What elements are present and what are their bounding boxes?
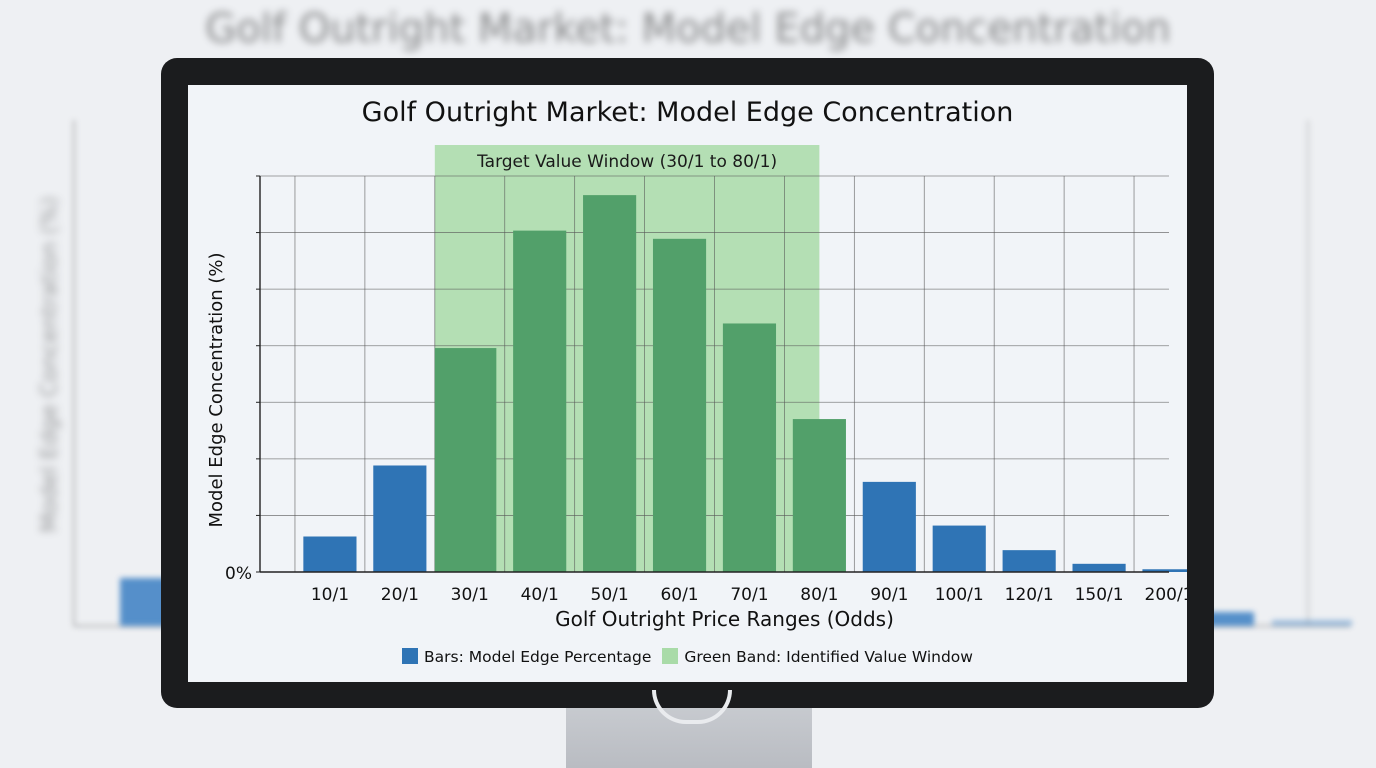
bar (722, 323, 777, 572)
x-axis-label: Golf Outright Price Ranges (Odds) (555, 607, 894, 631)
bar (513, 230, 567, 572)
legend-item-band: Green Band: Identified Value Window (662, 648, 973, 666)
x-tick-label: 20/1 (381, 585, 419, 605)
chart-plot: Target Value Window (30/1 to 80/1) 10/1 20… (206, 145, 1188, 631)
x-tick-label: 120/1 (1005, 585, 1054, 605)
bar (932, 525, 986, 572)
bar (792, 419, 846, 572)
legend-swatch-bars (402, 648, 419, 664)
chart-title: Golf Outright Market: Model Edge Concent… (361, 97, 1014, 128)
backdrop-bar (120, 578, 168, 626)
x-tick-label: 10/1 (311, 585, 349, 605)
x-tick-label: 80/1 (800, 585, 838, 605)
y-tick-label: 0% (225, 564, 252, 584)
x-tick-label: 30/1 (451, 585, 489, 605)
value-window-label: Target Value Window (30/1 to 80/1) (476, 152, 777, 172)
backdrop-y-axis-label: Model Edge Concentration (%) (37, 196, 63, 533)
x-tick-label: 100/1 (935, 585, 984, 605)
x-tick-label: 50/1 (591, 585, 629, 605)
legend-item-bars: Bars: Model Edge Percentage (402, 648, 651, 666)
x-tick-label: 90/1 (870, 585, 908, 605)
bar (652, 238, 707, 573)
legend-label-band: Green Band: Identified Value Window (684, 648, 973, 666)
legend-label-bars: Bars: Model Edge Percentage (424, 648, 652, 666)
bar (583, 195, 637, 572)
bar (1142, 569, 1187, 572)
monitor-screen: Golf Outright Market: Model Edge Concent… (188, 85, 1187, 682)
y-axis-label: Model Edge Concentration (%) (206, 253, 227, 528)
legend-swatch-band (662, 648, 679, 664)
x-tick-label: 200/1 (1145, 585, 1188, 605)
x-tick-label: 150/1 (1075, 585, 1124, 605)
backdrop-bar (1272, 620, 1352, 626)
bar (1002, 550, 1056, 572)
backdrop-title: Golf Outright Market: Model Edge Concent… (205, 6, 1171, 52)
legend: Bars: Model Edge Percentage Green Band: … (188, 648, 1187, 666)
bar (373, 465, 427, 572)
backdrop-bar (1208, 612, 1254, 626)
bar (434, 348, 497, 572)
x-tick-label: 70/1 (730, 585, 768, 605)
x-tick-label: 60/1 (660, 585, 698, 605)
bar (1072, 563, 1126, 572)
x-tick-label: 40/1 (521, 585, 559, 605)
bar (862, 481, 916, 572)
bar (303, 536, 357, 572)
